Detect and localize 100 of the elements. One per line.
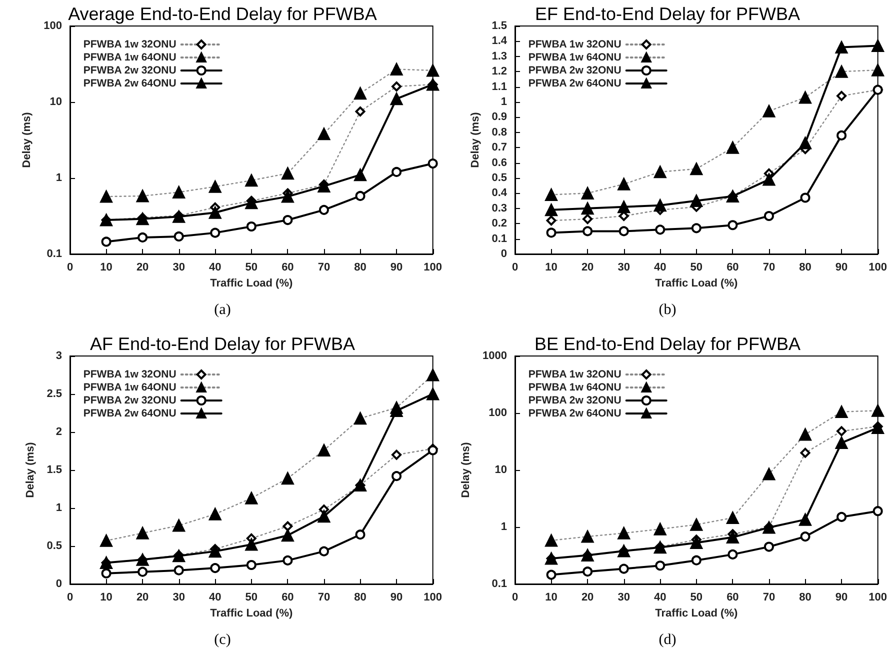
y-tick-label: 0.3 [492,202,507,214]
chart-title: BE End-to-End Delay for PFWBA [534,334,801,354]
x-tick-label: 80 [354,592,366,604]
legend-label: PFWBA 2w 64ONU [83,408,176,420]
x-tick-label: 0 [66,262,74,274]
x-tick-label: 30 [618,592,630,604]
legend-label: PFWBA 1w 32ONU [528,38,622,50]
y-axis-title: Delay (ms) [469,112,482,168]
y-tick-label: 0.1 [46,248,62,260]
x-tick-label: 60 [726,262,739,274]
y-tick-label: 0.7 [492,142,507,154]
y-tick-label: 1.2 [492,66,507,78]
x-tick-label: 0 [512,262,518,274]
legend-label: PFWBA 2w 64ONU [83,78,176,90]
x-tick-label: 90 [390,592,403,604]
x-tick-label: 80 [354,262,366,274]
x-tick-label: 70 [762,262,776,274]
x-tick-label: 50 [245,592,258,604]
x-tick-label: 100 [868,592,888,604]
y-tick-label: 0 [56,578,62,590]
text: (b) [658,302,678,319]
x-tick-label: 30 [172,262,185,274]
x-tick-label: 20 [581,592,594,604]
chart-title: AF End-to-End Delay for PFWBA [90,334,356,354]
x-tick-label: 40 [209,592,222,604]
y-tick-label: 0.6 [492,156,507,169]
y-tick-label: 10 [50,96,62,108]
x-tick-label: 20 [581,262,594,274]
x-tick-label: 60 [282,262,294,274]
x-tick-label: 70 [762,592,776,604]
y-tick-label: 100 [44,20,62,32]
legend-label: PFWBA 1w 64ONU [83,52,176,64]
x-tick-label: 50 [690,262,703,274]
y-tick-label: 1000 [482,350,507,362]
x-tick-label: 30 [172,592,185,604]
y-axis-title: Delay (ms) [460,442,472,498]
x-tick-label: 70 [318,262,330,274]
x-tick-label: 100 [868,262,888,274]
y-tick-label: 1.1 [492,80,507,93]
legend-label: PFWBA 1w 64ONU [528,52,622,64]
text: (c) [213,632,232,649]
y-tick-label: 3 [56,350,62,362]
legend-label: PFWBA 2w 32ONU [528,394,622,406]
y-tick-label: 100 [488,407,507,419]
x-tick-label: 50 [690,592,703,604]
legend-label: PFWBA 2w 64ONU [528,78,622,90]
x-axis-title: Traffic Load (%) [655,277,738,290]
y-tick-label: 1 [56,502,62,514]
x-tick-label: 100 [424,592,442,604]
y-tick-label: 0.4 [492,187,508,200]
x-tick-label: 80 [799,592,812,604]
y-tick-label: 0.2 [492,218,507,230]
legend-label: PFWBA 1w 32ONU [83,368,176,380]
x-tick-label: 90 [390,262,403,274]
chart-title: Average End-to-End Delay for PFWBA [68,4,377,24]
y-axis-title: Delay (ms) [21,112,34,168]
x-tick-label: 40 [654,262,666,274]
y-tick-label: 0.1 [492,578,507,590]
legend-label: PFWBA 1w 32ONU [528,368,622,380]
x-axis-title: Traffic Load (%) [210,277,293,290]
x-tick-label: 0 [66,592,74,604]
legend-label: PFWBA 1w 64ONU [83,382,176,394]
x-tick-label: 20 [136,262,149,274]
x-tick-label: 0 [512,592,518,604]
x-tick-label: 10 [100,262,112,274]
legend-label: PFWBA 1w 32ONU [83,38,176,50]
x-tick-label: 10 [545,592,558,604]
text: (d) [658,632,678,649]
x-tick-label: 60 [726,592,739,604]
x-tick-label: 60 [282,592,294,604]
x-tick-label: 90 [835,592,848,604]
y-tick-label: 1.5 [46,464,62,476]
y-axis-title: Delay (ms) [24,442,36,498]
x-tick-label: 10 [545,262,558,274]
y-tick-label: 0.8 [492,126,507,138]
x-tick-label: 70 [318,592,330,604]
legend-label: PFWBA 2w 32ONU [528,64,622,76]
x-tick-label: 40 [209,262,222,274]
y-tick-label: 2 [56,426,62,438]
y-tick-label: 1 [500,521,507,533]
y-tick-label: 1 [500,96,507,108]
legend-label: PFWBA 1w 64ONU [528,382,622,394]
text: (a) [213,302,232,319]
y-tick-label: 0 [500,248,507,260]
x-tick-label: 80 [799,262,812,274]
y-tick-label: 0.9 [492,111,507,124]
y-tick-label: 1.3 [492,50,507,62]
x-tick-label: 50 [245,262,258,274]
legend-label: PFWBA 2w 64ONU [528,408,622,420]
x-tick-label: 30 [618,262,630,274]
x-tick-label: 10 [100,592,112,604]
y-tick-label: 10 [494,464,507,476]
y-tick-label: 0.5 [492,172,507,184]
x-tick-label: 20 [136,592,149,604]
y-tick-label: 1.5 [492,20,507,32]
chart-title: EF End-to-End Delay for PFWBA [534,4,800,24]
y-tick-label: 0.1 [492,232,507,245]
legend-label: PFWBA 2w 32ONU [83,64,176,76]
x-axis-title: Traffic Load (%) [210,607,293,620]
x-tick-label: 100 [424,262,442,274]
